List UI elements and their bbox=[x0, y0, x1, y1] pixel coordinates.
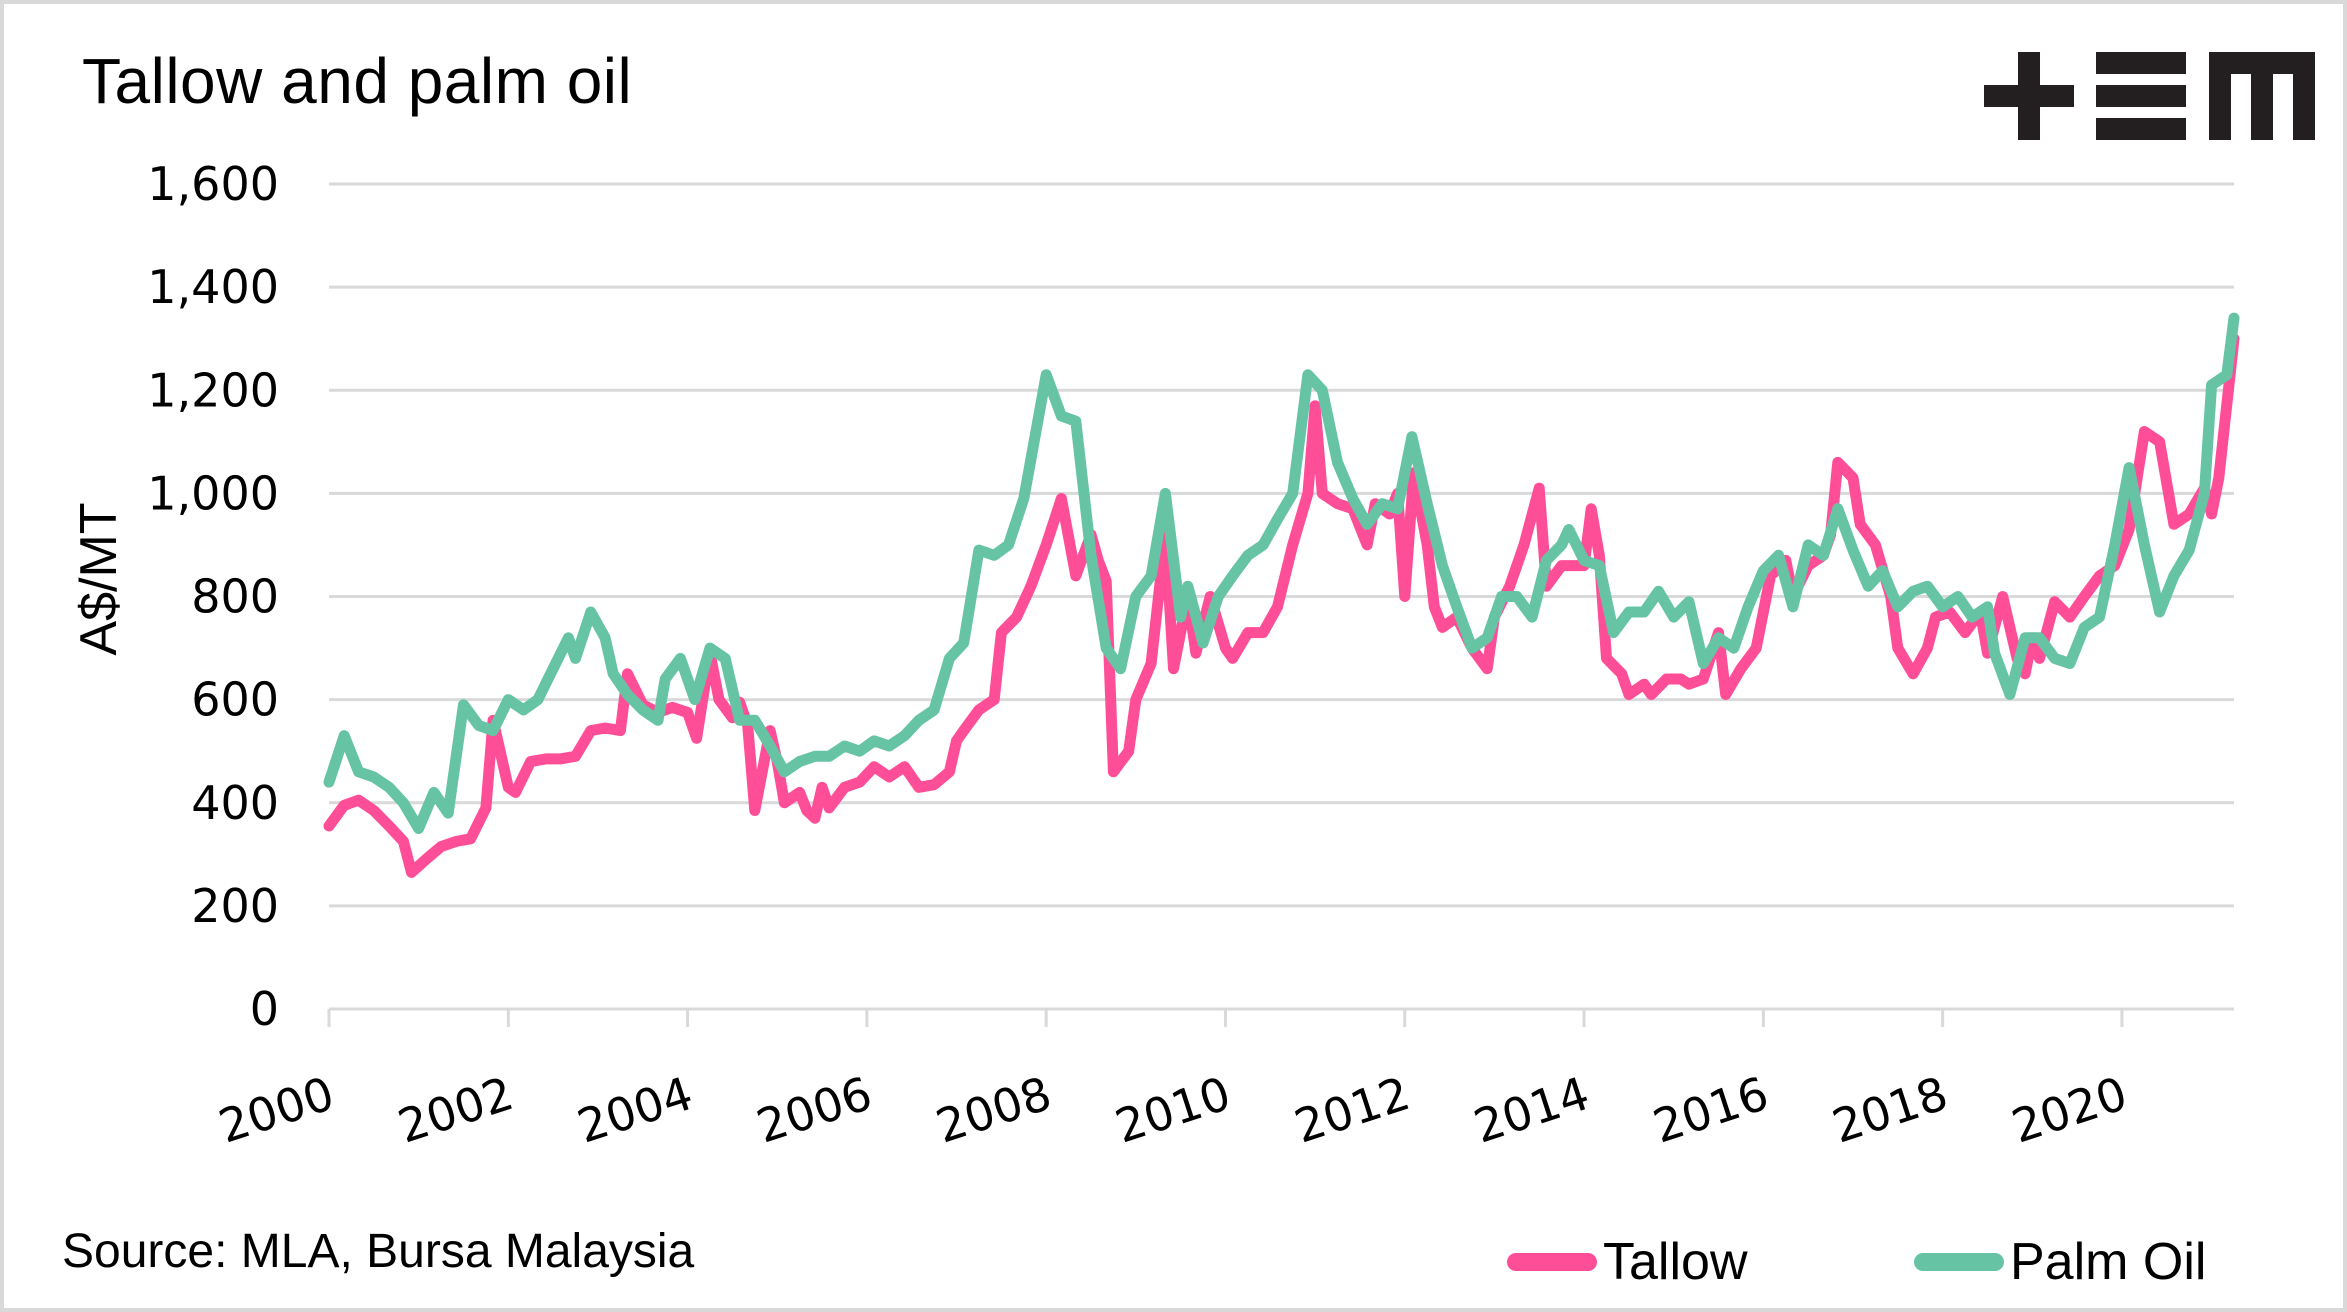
y-tick-label: 1,200 bbox=[147, 363, 279, 417]
y-tick-label: 800 bbox=[191, 570, 279, 624]
gridlines bbox=[329, 182, 2234, 908]
x-tick-label: 2014 bbox=[1467, 1066, 1595, 1154]
legend-label-palm-oil: Palm Oil bbox=[2010, 1233, 2207, 1291]
x-tick-label: 2006 bbox=[750, 1066, 878, 1154]
y-tick-label: 1,000 bbox=[147, 466, 279, 520]
y-tick-label: 1,600 bbox=[147, 157, 279, 211]
y-tick-label: 600 bbox=[191, 673, 279, 727]
series-lines bbox=[323, 312, 2240, 878]
x-tick-label: 2020 bbox=[2005, 1066, 2133, 1154]
x-tick-label: 2004 bbox=[571, 1066, 699, 1154]
legend-item-tallow: Tallow bbox=[1507, 1232, 1748, 1292]
x-tick-label: 2016 bbox=[1647, 1066, 1775, 1154]
legend-swatch-tallow bbox=[1507, 1253, 1597, 1271]
y-tick-label: 200 bbox=[191, 879, 279, 933]
x-tick-label: 2010 bbox=[1109, 1066, 1237, 1154]
tem-logo-icon bbox=[1984, 52, 2315, 140]
x-tick-label: 2000 bbox=[212, 1066, 340, 1154]
legend-label-tallow: Tallow bbox=[1603, 1233, 1748, 1291]
legend-item-palm-oil: Palm Oil bbox=[1914, 1232, 2206, 1292]
x-tick-label: 2002 bbox=[392, 1066, 520, 1154]
x-axis: 2000 2002 2004 2006 2008 2010 2012 2014 2016 2018… bbox=[212, 1007, 2234, 1154]
y-tick-label: 400 bbox=[191, 776, 279, 830]
source-note: Source: MLA, Bursa Malaysia bbox=[62, 1225, 695, 1278]
x-tick-label: 2018 bbox=[1826, 1066, 1954, 1154]
x-tick-label: 2012 bbox=[1288, 1066, 1416, 1154]
series-line-palm-oil bbox=[323, 312, 2240, 834]
legend-swatch-palm-oil bbox=[1914, 1253, 2004, 1271]
y-axis-ticks: 0 200 400 600 800 1,000 1,200 1,400 1,600 bbox=[147, 157, 279, 1036]
x-tick-label: 2008 bbox=[930, 1066, 1058, 1154]
y-axis-label: A$/MT bbox=[70, 502, 128, 655]
y-tick-label: 1,400 bbox=[147, 260, 279, 314]
series-line-tallow bbox=[323, 333, 2240, 878]
chart-title: Tallow and palm oil bbox=[82, 45, 633, 117]
y-tick-label: 0 bbox=[250, 982, 279, 1036]
